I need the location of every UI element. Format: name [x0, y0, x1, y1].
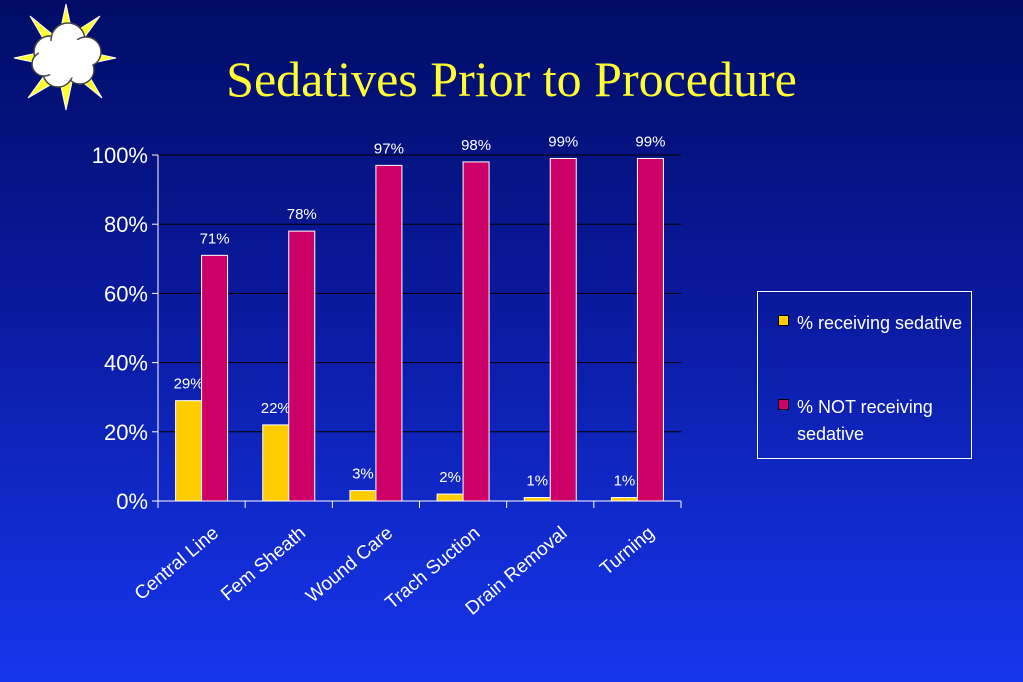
bar-receiving	[610, 497, 638, 502]
data-label-not-receiving: 78%	[287, 206, 317, 223]
bar-not-receiving	[201, 254, 229, 502]
data-label-not-receiving: 99%	[635, 133, 665, 150]
x-category-label: Fem Sheath	[217, 523, 310, 606]
data-label-not-receiving: 97%	[374, 140, 404, 157]
sun-cloud-icon	[13, 3, 117, 111]
chart-legend: % receiving sedative % NOT receiving sed…	[757, 291, 972, 459]
bar-not-receiving	[288, 230, 316, 502]
y-tick-label: 0%	[116, 489, 148, 514]
y-tick-label: 80%	[104, 212, 148, 237]
data-label-receiving: 29%	[174, 376, 204, 393]
bar-receiving	[436, 493, 464, 502]
data-label-not-receiving: 98%	[461, 137, 491, 154]
legend-swatch-receiving	[778, 315, 789, 326]
legend-label-not-receiving: % NOT receiving sedative	[797, 397, 933, 444]
legend-label-receiving: % receiving sedative	[797, 313, 963, 333]
bar-receiving	[175, 400, 203, 502]
bar-not-receiving	[636, 157, 664, 502]
x-category-label: Central Line	[131, 523, 223, 605]
y-tick-label: 100%	[92, 143, 148, 168]
data-label-receiving: 1%	[614, 473, 636, 490]
bar-receiving	[523, 497, 551, 502]
data-label-not-receiving: 71%	[200, 230, 230, 247]
data-label-receiving: 1%	[526, 473, 548, 490]
bar-not-receiving	[549, 157, 577, 502]
data-label-receiving: 22%	[261, 400, 291, 417]
data-label-receiving: 3%	[352, 466, 374, 483]
bar-not-receiving	[375, 164, 403, 502]
y-tick-label: 20%	[104, 420, 148, 445]
slide-title: Sedatives Prior to Procedure	[226, 51, 797, 107]
bar-receiving	[349, 490, 377, 502]
legend-swatch-not-receiving	[778, 399, 789, 410]
y-tick-label: 60%	[104, 281, 148, 306]
bar-receiving	[262, 424, 290, 502]
x-category-label: Turning	[596, 523, 658, 580]
data-label-not-receiving: 99%	[548, 133, 578, 150]
bar-not-receiving	[462, 161, 490, 502]
y-tick-label: 40%	[104, 351, 148, 376]
x-category-label: Wound Care	[302, 523, 397, 607]
data-label-receiving: 2%	[439, 469, 461, 486]
